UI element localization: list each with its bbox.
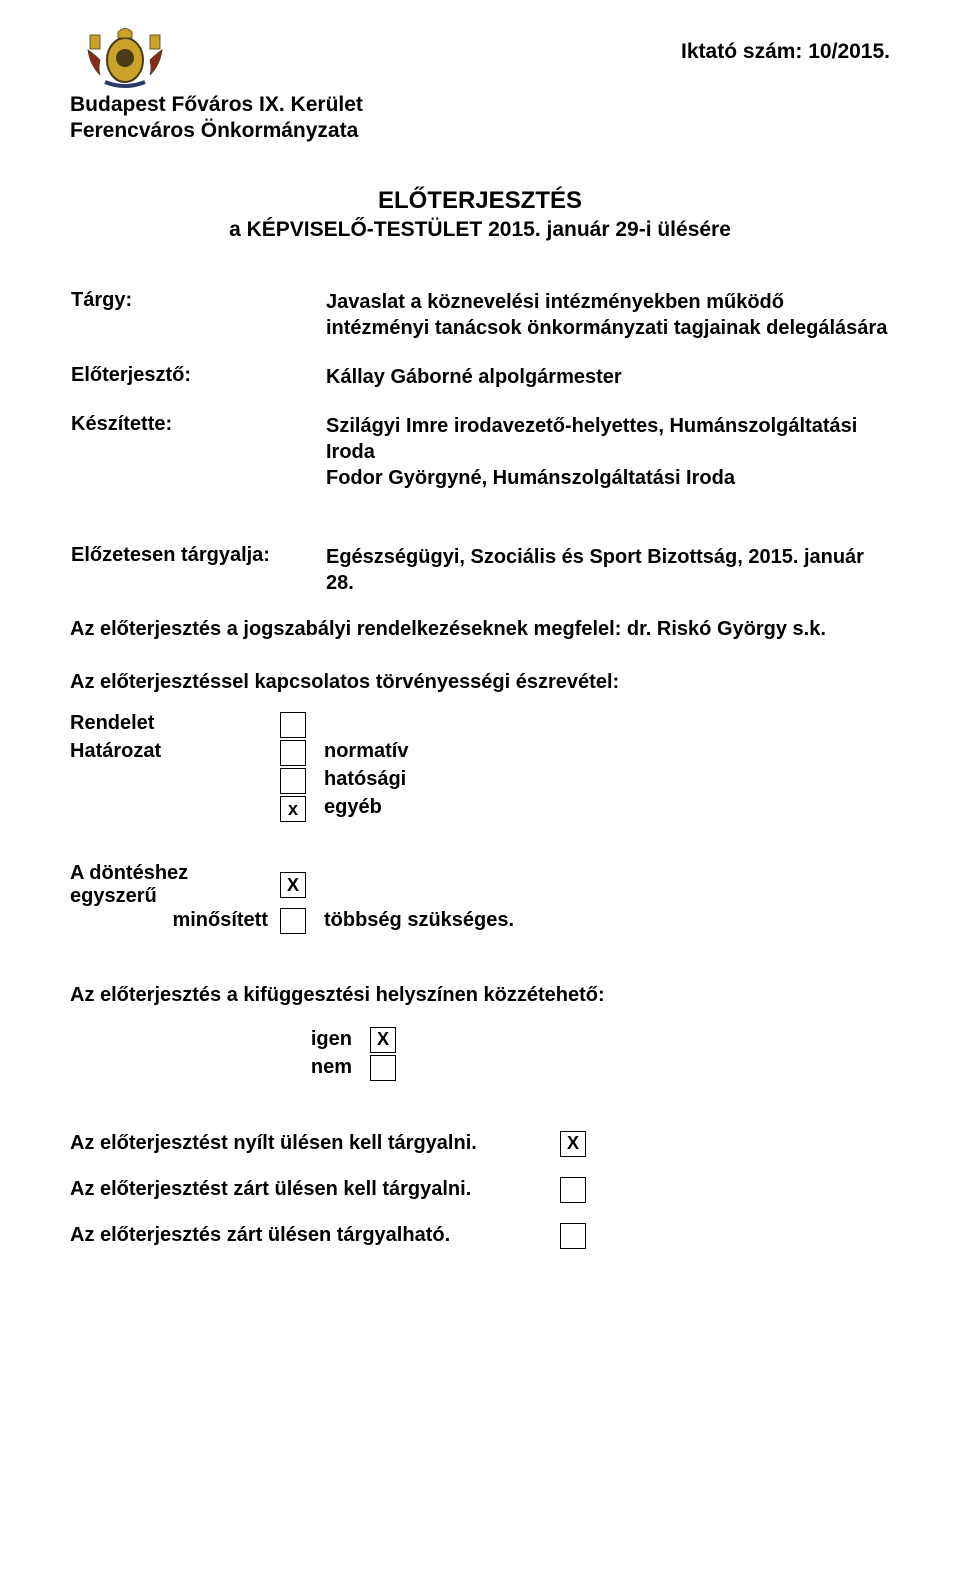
decision-text-tobbseg: többség szükséges. [324, 909, 514, 932]
checkbox-normativ [280, 740, 306, 766]
publish-row-nem: nem [70, 1055, 890, 1081]
session-row-nyilt: Az előterjesztést nyílt ülésen kell tárg… [70, 1131, 890, 1157]
checkbox-minositett [280, 908, 306, 934]
checkbox-igen: X [370, 1027, 396, 1053]
checkbox-nyilt: X [560, 1131, 586, 1157]
publish-label-igen: igen [70, 1028, 370, 1051]
meta-value-keszitette: Szilágyi Imre irodavezető-helyettes, Hum… [325, 412, 890, 513]
header-row: Budapest Főváros IX. Kerület Ferencváros… [70, 20, 890, 145]
title-sub: a KÉPVISELŐ-TESTÜLET 2015. január 29-i ü… [70, 216, 890, 243]
session-label-zart-hat: Az előterjesztés zárt ülésen tárgyalható… [70, 1224, 560, 1247]
session-label-nyilt: Az előterjesztést nyílt ülésen kell tárg… [70, 1132, 560, 1155]
decision-row-egyszeru: A döntéshez egyszerű X [70, 862, 890, 908]
checkbox-egyszeru: X [280, 872, 306, 898]
publish-title: Az előterjesztés a kifüggesztési helyszí… [70, 984, 890, 1007]
publish-label-nem: nem [70, 1056, 370, 1079]
title-main: ELŐTERJESZTÉS [70, 185, 890, 216]
document-page: Budapest Főváros IX. Kerület Ferencváros… [0, 0, 960, 1329]
decision-label-egyszeru: A döntéshez egyszerű [70, 862, 280, 908]
publish-row-igen: igen X [70, 1027, 890, 1053]
legality-row-hatosagi: hatósági [70, 768, 890, 794]
legality-group: Rendelet Határozat normatív hatósági x e… [70, 712, 890, 822]
meta-label-eloterjeszto: Előterjesztő: [70, 363, 325, 412]
meta-table: Tárgy: Javaslat a köznevelési intézménye… [70, 288, 890, 513]
meta-row-targy: Tárgy: Javaslat a köznevelési intézménye… [70, 288, 890, 363]
meta-value-elozetesen: Egészségügyi, Szociális és Sport Bizotts… [325, 543, 890, 618]
org-line-1: Budapest Főváros IX. Kerület [70, 92, 363, 118]
crest-icon [70, 20, 180, 90]
legality-text-egyeb: egyéb [324, 796, 382, 819]
meta-row-eloterjeszto: Előterjesztő: Kállay Gáborné alpolgármes… [70, 363, 890, 412]
title-block: ELŐTERJESZTÉS a KÉPVISELŐ-TESTÜLET 2015.… [70, 185, 890, 243]
meta-label-keszitette: Készítette: [70, 412, 325, 513]
decision-label-minositett: minősített [70, 909, 280, 932]
meta-value-targy: Javaslat a köznevelési intézményekben mű… [325, 288, 890, 363]
meta-table-2: Előzetesen tárgyalja: Egészségügyi, Szoc… [70, 543, 890, 618]
meta-label-elozetesen: Előzetesen tárgyalja: [70, 543, 325, 618]
session-row-zart-hat: Az előterjesztés zárt ülésen tárgyalható… [70, 1223, 890, 1249]
checkbox-zart-hat [560, 1223, 586, 1249]
checkbox-hatosagi [280, 768, 306, 794]
meta-value-eloterjeszto: Kállay Gáborné alpolgármester [325, 363, 890, 412]
checkbox-egyeb: x [280, 796, 306, 822]
session-row-zart-kell: Az előterjesztést zárt ülésen kell tárgy… [70, 1177, 890, 1203]
legality-row-hatarozat: Határozat normatív [70, 740, 890, 766]
decision-row-minositett: minősített többség szükséges. [70, 908, 890, 934]
decision-block: A döntéshez egyszerű X minősített többsé… [70, 862, 890, 934]
meta-row-keszitette: Készítette: Szilágyi Imre irodavezető-he… [70, 412, 890, 513]
publish-group: igen X nem [70, 1027, 890, 1081]
org-line-2: Ferencváros Önkormányzata [70, 118, 363, 144]
legality-label-rendelet: Rendelet [70, 712, 280, 735]
checkbox-nem [370, 1055, 396, 1081]
legality-title: Az előterjesztéssel kapcsolatos törvénye… [70, 671, 890, 694]
legality-text-normativ: normatív [324, 740, 408, 763]
legality-text-hatosagi: hatósági [324, 768, 406, 791]
org-block: Budapest Főváros IX. Kerület Ferencváros… [70, 20, 363, 145]
reference-number: Iktató szám: 10/2015. [681, 40, 890, 64]
checkbox-rendelet [280, 712, 306, 738]
checkbox-zart-kell [560, 1177, 586, 1203]
legality-row-egyeb: x egyéb [70, 796, 890, 822]
meta-label-targy: Tárgy: [70, 288, 325, 363]
compliance-line: Az előterjesztés a jogszabályi rendelkez… [70, 618, 890, 641]
session-label-zart-kell: Az előterjesztést zárt ülésen kell tárgy… [70, 1178, 560, 1201]
meta-row-elozetesen: Előzetesen tárgyalja: Egészségügyi, Szoc… [70, 543, 890, 618]
legality-label-hatarozat: Határozat [70, 740, 280, 763]
legality-row-rendelet: Rendelet [70, 712, 890, 738]
